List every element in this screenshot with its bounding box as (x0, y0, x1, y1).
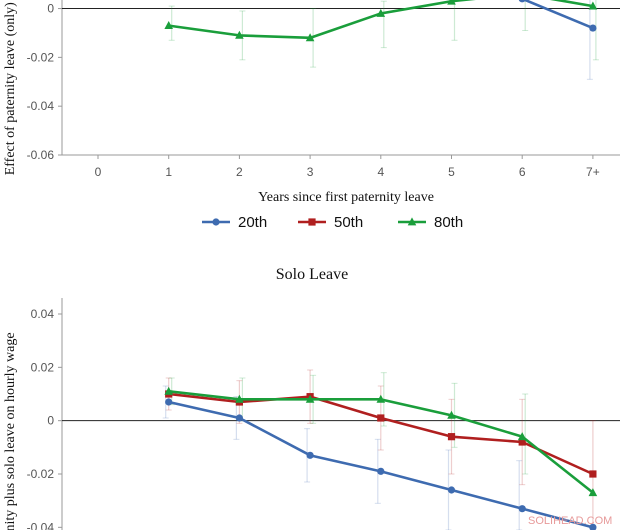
x-tick-label: 4 (377, 165, 384, 179)
data-point-80th (447, 410, 456, 419)
data-point-80th (164, 386, 173, 395)
data-point-20th (235, 414, 243, 422)
y-axis-label-bottom: nity plus solo leave on hourly wage (3, 332, 18, 530)
data-point-80th (447, 0, 456, 5)
series-line-80th (168, 0, 594, 40)
data-point-20th (589, 523, 597, 530)
y-tick-label: 0 (47, 2, 54, 16)
data-point-80th (235, 30, 244, 39)
data-point-20th (165, 398, 173, 406)
x-tick-label: 7+ (586, 165, 600, 179)
data-point-20th (589, 24, 597, 32)
y-tick-label: -0.04 (27, 99, 55, 113)
x-tick-label: 3 (307, 165, 314, 179)
paternity-only-chart: Effect of paternity leave (only) on Year… (3, 0, 620, 205)
y-tick-label: -0.06 (27, 148, 55, 162)
data-point-80th (376, 394, 386, 403)
data-point-50th (518, 438, 526, 446)
data-point-20th (518, 0, 526, 3)
x-axis-label-top: Years since first paternity leave (258, 190, 434, 205)
data-point-80th (517, 432, 527, 441)
y-tick-label: 0.02 (31, 360, 55, 374)
data-point-20th (518, 505, 526, 513)
series-line-20th (521, 0, 594, 30)
y-tick-label: 0.04 (31, 307, 55, 321)
x-tick-label: 2 (236, 165, 243, 179)
data-point-20th (447, 486, 456, 494)
data-point-50th (447, 433, 456, 441)
legend-label-80th: 80th (434, 214, 463, 231)
legend: 20th 50th 80th (202, 214, 463, 231)
data-point-80th (235, 394, 244, 403)
watermark: SOLIHEAD.COM (528, 515, 612, 527)
data-point-80th (588, 1, 598, 10)
legend-label-20th: 20th (238, 214, 267, 231)
chart-title-solo-leave: Solo Leave (276, 266, 348, 283)
data-point-20th (377, 467, 385, 475)
legend-marker-20th (212, 218, 220, 226)
data-point-80th (305, 33, 315, 42)
y-tick-label: 0 (47, 414, 54, 428)
y-tick-label: -0.02 (27, 467, 55, 481)
solo-leave-chart: Solo Leave nity plus solo leave on hourl… (3, 266, 620, 530)
legend-marker-80th (407, 217, 417, 226)
x-tick-label: 6 (519, 165, 526, 179)
legend-marker-50th (308, 218, 316, 226)
x-tick-label: 5 (448, 165, 455, 179)
data-point-80th (588, 488, 598, 497)
data-point-80th (164, 21, 173, 30)
y-axis-label-top: Effect of paternity leave (only) on (3, 0, 18, 175)
x-tick-label: 0 (95, 165, 102, 179)
data-point-80th (305, 394, 315, 403)
data-point-50th (377, 414, 385, 422)
data-point-20th (306, 451, 314, 459)
y-tick-label: -0.04 (27, 520, 55, 530)
data-point-80th (376, 8, 386, 17)
y-tick-label: -0.02 (27, 50, 55, 64)
legend-label-50th: 50th (334, 214, 363, 231)
x-tick-label: 1 (165, 165, 172, 179)
data-point-50th (589, 470, 597, 478)
